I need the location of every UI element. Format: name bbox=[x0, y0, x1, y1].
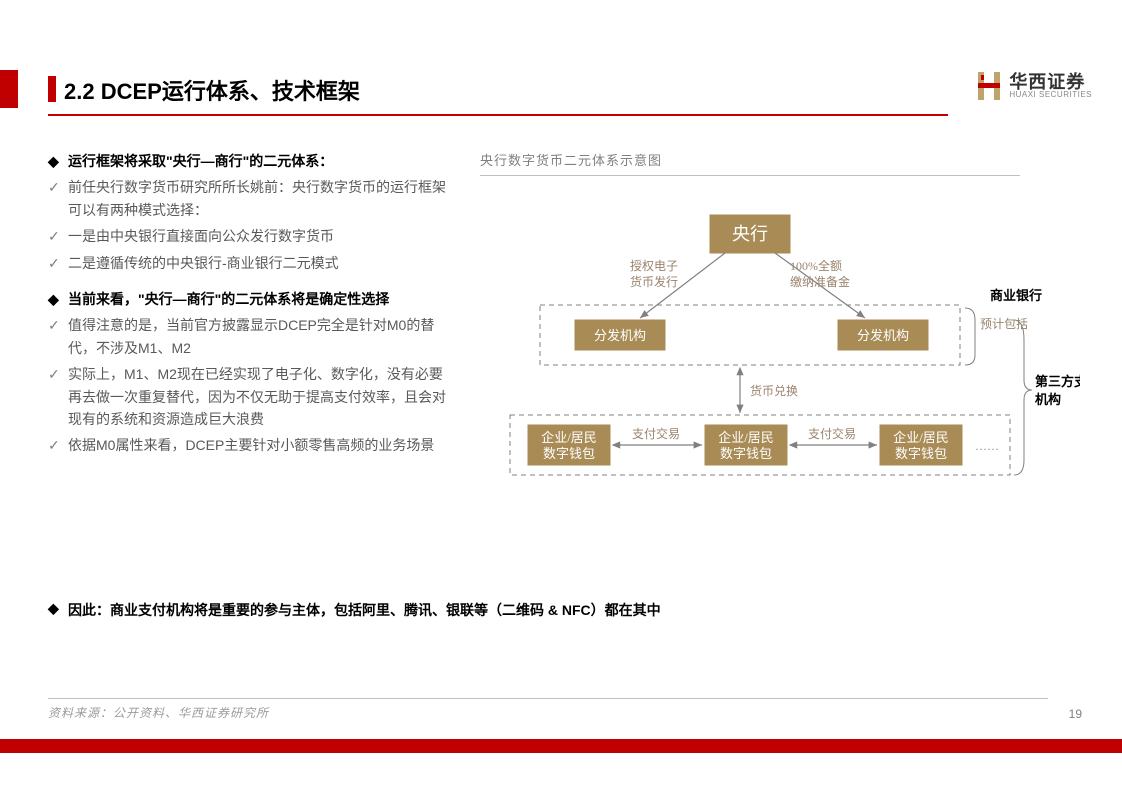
svg-text:缴纳准备金: 缴纳准备金 bbox=[790, 274, 850, 289]
company-logo: 华西证券 HUAXI SECURITIES bbox=[975, 70, 1092, 102]
footer-source: 资料来源：公开资料、华西证券研究所 bbox=[48, 704, 269, 721]
diagram-title-line bbox=[480, 175, 1020, 176]
svg-text:支付交易: 支付交易 bbox=[632, 426, 680, 441]
svg-text:机构: 机构 bbox=[1035, 392, 1061, 407]
svg-text:企业/居民: 企业/居民 bbox=[893, 430, 949, 445]
bullet-conclusion: ◆因此：商业支付机构将是重要的参与主体，包括阿里、腾讯、银联等（二维码 & NF… bbox=[48, 600, 978, 620]
bullet-item: ✓一是由中央银行直接面向公众发行数字货币 bbox=[48, 225, 448, 247]
diagram: 央行数字货币二元体系示意图 央行 bbox=[480, 150, 1080, 510]
bullet-item: ✓前任央行数字货币研究所所长姚前：央行数字货币的运行框架可以有两种模式选择： bbox=[48, 176, 448, 221]
svg-text:100%全额: 100%全额 bbox=[790, 258, 842, 273]
svg-text:数字钱包: 数字钱包 bbox=[543, 446, 595, 461]
svg-text:企业/居民: 企业/居民 bbox=[718, 430, 774, 445]
svg-text:分发机构: 分发机构 bbox=[857, 328, 909, 343]
slide: 2.2 DCEP运行体系、技术框架 华西证券 HUAXI SECURITIES … bbox=[0, 40, 1122, 753]
bullet-heading: ◆运行框架将采取"央行—商行"的二元体系： bbox=[48, 150, 448, 172]
svg-text:商业银行: 商业银行 bbox=[990, 288, 1042, 303]
diagram-title: 央行数字货币二元体系示意图 bbox=[480, 150, 1080, 169]
diagram-svg: 央行 分发机构 分发机构 企业/居民 数字钱包 企业/居民 数字钱包 企业/居民… bbox=[480, 200, 1080, 500]
bullet-heading: ◆当前来看，"央行—商行"的二元体系将是确定性选择 bbox=[48, 288, 448, 310]
red-tab-decor bbox=[0, 70, 18, 108]
title-underline bbox=[48, 114, 948, 116]
svg-text:分发机构: 分发机构 bbox=[594, 328, 646, 343]
svg-text:第三方支付: 第三方支付 bbox=[1035, 374, 1080, 389]
svg-text:支付交易: 支付交易 bbox=[808, 426, 856, 441]
bullet-item: ✓依据M0属性来看，DCEP主要针对小额零售高频的业务场景 bbox=[48, 434, 448, 456]
logo-text-en: HUAXI SECURITIES bbox=[1009, 91, 1092, 99]
header: 2.2 DCEP运行体系、技术框架 华西证券 HUAXI SECURITIES bbox=[0, 70, 1122, 120]
page-number: 19 bbox=[1069, 707, 1082, 721]
bullet-list: ◆运行框架将采取"央行—商行"的二元体系： ✓前任央行数字货币研究所所长姚前：央… bbox=[48, 150, 448, 457]
logo-icon bbox=[975, 70, 1003, 102]
slide-title: 2.2 DCEP运行体系、技术框架 bbox=[64, 74, 360, 106]
watermark: 头条 @未来智库 bbox=[934, 759, 1102, 791]
footer-red-bar bbox=[0, 739, 1122, 753]
svg-text:数字钱包: 数字钱包 bbox=[720, 446, 772, 461]
svg-text:货币兑换: 货币兑换 bbox=[750, 383, 798, 398]
logo-text-cn: 华西证券 bbox=[1009, 73, 1092, 91]
svg-text:授权电子: 授权电子 bbox=[630, 258, 678, 273]
svg-text:货币发行: 货币发行 bbox=[630, 274, 678, 289]
bullet-item: ✓二是遵循传统的中央银行-商业银行二元模式 bbox=[48, 252, 448, 274]
footer-line bbox=[48, 698, 1048, 699]
bullet-item: ✓实际上，M1、M2现在已经实现了电子化、数字化，没有必要再去做一次重复替代，因… bbox=[48, 363, 448, 430]
svg-text:……: …… bbox=[975, 439, 999, 453]
bullet-item: ✓值得注意的是，当前官方披露显示DCEP完全是针对M0的替代，不涉及M1、M2 bbox=[48, 314, 448, 359]
svg-text:央行: 央行 bbox=[732, 224, 768, 244]
svg-text:数字钱包: 数字钱包 bbox=[895, 446, 947, 461]
title-marker bbox=[48, 76, 56, 102]
svg-text:企业/居民: 企业/居民 bbox=[541, 430, 597, 445]
brace bbox=[965, 308, 975, 365]
brace bbox=[1014, 320, 1032, 475]
